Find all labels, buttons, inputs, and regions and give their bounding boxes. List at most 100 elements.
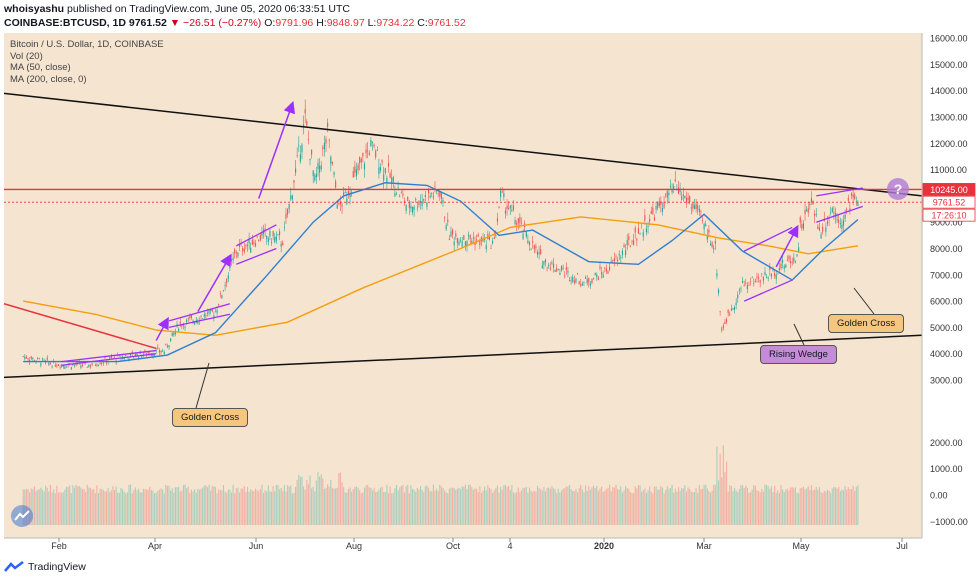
volume-bar <box>325 487 327 525</box>
volume-bar <box>30 488 32 525</box>
volume-bar <box>474 488 476 525</box>
candle-body <box>226 278 228 283</box>
volume-bar <box>216 493 218 525</box>
volume-bar <box>528 487 531 525</box>
candle-body <box>762 276 764 281</box>
pattern-channel-line <box>743 226 793 252</box>
time-tick-label: Aug <box>346 541 362 551</box>
volume-bar <box>729 485 731 525</box>
legend-ma200: MA (200, close, 0) <box>10 73 87 85</box>
price-axis[interactable]: 17000.0016000.0015000.0014000.0013000.00… <box>930 7 968 527</box>
candle-body <box>612 260 614 261</box>
volume-bar <box>109 492 111 525</box>
volume-bar <box>402 484 404 525</box>
candle-body <box>456 237 458 244</box>
candle-body <box>621 250 623 255</box>
volume-bar <box>152 490 154 525</box>
volume-bar <box>205 485 207 525</box>
candle-body <box>504 210 507 214</box>
volume-bar <box>166 485 168 525</box>
chart-area[interactable]: ? 17000.0016000.0015000.0014000.0013000.… <box>3 7 976 555</box>
close-value: 9761.52 <box>427 17 466 29</box>
volume-bar <box>202 487 204 525</box>
volume-bar <box>158 489 160 525</box>
volume-bar <box>463 486 465 525</box>
candle-body <box>780 263 782 269</box>
volume-bar <box>387 493 390 525</box>
volume-bar <box>131 493 133 525</box>
candle-body <box>176 324 178 326</box>
candle-body <box>516 223 518 225</box>
volume-bar <box>727 491 729 525</box>
volume-bar <box>623 490 625 525</box>
time-tick-label: 4 <box>507 541 512 551</box>
tradingview-badge-icon[interactable] <box>10 504 34 528</box>
candle-body <box>495 235 497 237</box>
candle-body <box>104 356 106 359</box>
candle-body <box>701 220 704 221</box>
volume-bar <box>492 492 494 525</box>
time-tick-label: 2020 <box>594 541 614 551</box>
pattern-channel-line <box>743 279 793 302</box>
chart-svg[interactable]: ? 17000.0016000.0015000.0014000.0013000.… <box>3 7 976 555</box>
candle-body <box>338 203 340 205</box>
volume-bar <box>288 486 290 525</box>
volume-bar <box>807 486 809 525</box>
candle-body <box>831 208 833 213</box>
volume-bar <box>395 485 398 525</box>
candle-body <box>759 280 761 283</box>
volume-bar <box>769 488 771 525</box>
candle-body <box>181 325 183 327</box>
volume-bar <box>532 492 534 525</box>
candle-body <box>618 253 620 256</box>
volume-bar <box>823 490 825 525</box>
volume-bar <box>408 493 410 525</box>
volume-bar <box>397 490 399 525</box>
candle-body <box>399 196 401 198</box>
candle-body <box>777 273 779 275</box>
candle-body <box>383 174 385 181</box>
time-axis[interactable]: Feb Apr Jun Aug Oct 4 2020 Mar May Jul <box>51 538 908 551</box>
volume-bar <box>762 491 764 525</box>
candle-body <box>306 121 308 126</box>
candle-body <box>24 356 26 359</box>
volume-bar <box>125 493 127 525</box>
volume-bar <box>299 476 301 525</box>
legend-vol: Vol (20) <box>10 50 43 62</box>
candle-body <box>849 208 851 211</box>
candle-body <box>221 295 223 299</box>
volume-bar <box>104 491 106 525</box>
candle-body <box>764 271 766 275</box>
candle-body <box>609 266 611 271</box>
candle-body <box>540 249 542 254</box>
volume-bar <box>371 490 374 525</box>
volume-bar <box>676 491 678 525</box>
pattern-channel-line <box>816 205 863 223</box>
volume-bar <box>168 485 170 525</box>
candle-body <box>770 273 772 277</box>
volume-bar <box>365 485 367 525</box>
candle-body <box>259 235 261 241</box>
volume-bar <box>740 484 742 525</box>
candle-body <box>336 204 338 209</box>
candle-body <box>22 356 24 357</box>
candle-body <box>706 235 708 240</box>
resistance-price-tag: 10245.00 <box>930 185 968 195</box>
volume-bar <box>400 485 402 525</box>
candle-body <box>802 223 805 229</box>
volume-bar <box>661 487 664 525</box>
candle-body <box>820 234 822 239</box>
volume-bar <box>40 487 42 525</box>
author-name[interactable]: whoisyashu <box>4 3 65 15</box>
volume-bar <box>112 486 114 525</box>
volume-bar <box>657 489 659 525</box>
volume-bar <box>78 486 80 525</box>
volume-bar <box>548 487 550 525</box>
candle-body <box>644 215 646 221</box>
volume-bar <box>234 493 236 525</box>
volume-bar <box>219 490 221 525</box>
volume-bar <box>439 484 441 525</box>
candle-body <box>496 218 499 222</box>
volume-bar <box>810 485 813 525</box>
volume-bar <box>596 485 598 525</box>
